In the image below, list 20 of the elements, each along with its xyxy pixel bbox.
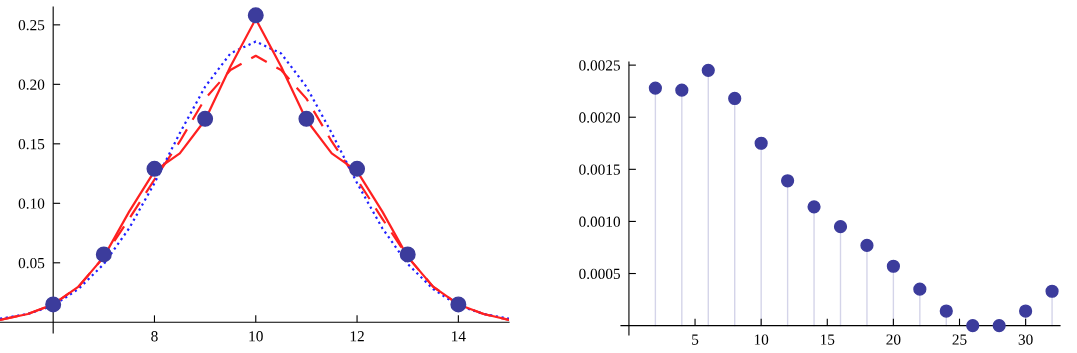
- y-tick-label: 0.05: [18, 257, 45, 269]
- x-tick-label: 20: [886, 334, 901, 345]
- y-tick-label: 0.0010: [579, 216, 621, 227]
- x-tick-label: 30: [1018, 334, 1033, 345]
- x-tick-label: 8: [151, 331, 158, 342]
- x-tick-label: 12: [350, 331, 364, 342]
- y-tick-label: 0.10: [18, 198, 45, 209]
- y-tick-label: 0.0020: [579, 112, 621, 123]
- y-tick-label: 0.0005: [579, 268, 620, 280]
- x-tick-label: 5: [692, 334, 699, 345]
- y-tick-label: 0.0025: [579, 60, 620, 71]
- x-tick-label: 10: [249, 331, 263, 342]
- x-tick-label: 15: [820, 334, 835, 345]
- x-tick-label: 14: [452, 331, 466, 342]
- y-tick-label: 0.25: [18, 19, 45, 31]
- x-tick-label: 10: [754, 334, 769, 345]
- y-tick-label: 0.15: [18, 138, 45, 150]
- y-tick-label: 0.0015: [579, 164, 620, 175]
- x-tick-label: 25: [952, 334, 967, 345]
- y-tick-label: 0.20: [18, 79, 45, 90]
